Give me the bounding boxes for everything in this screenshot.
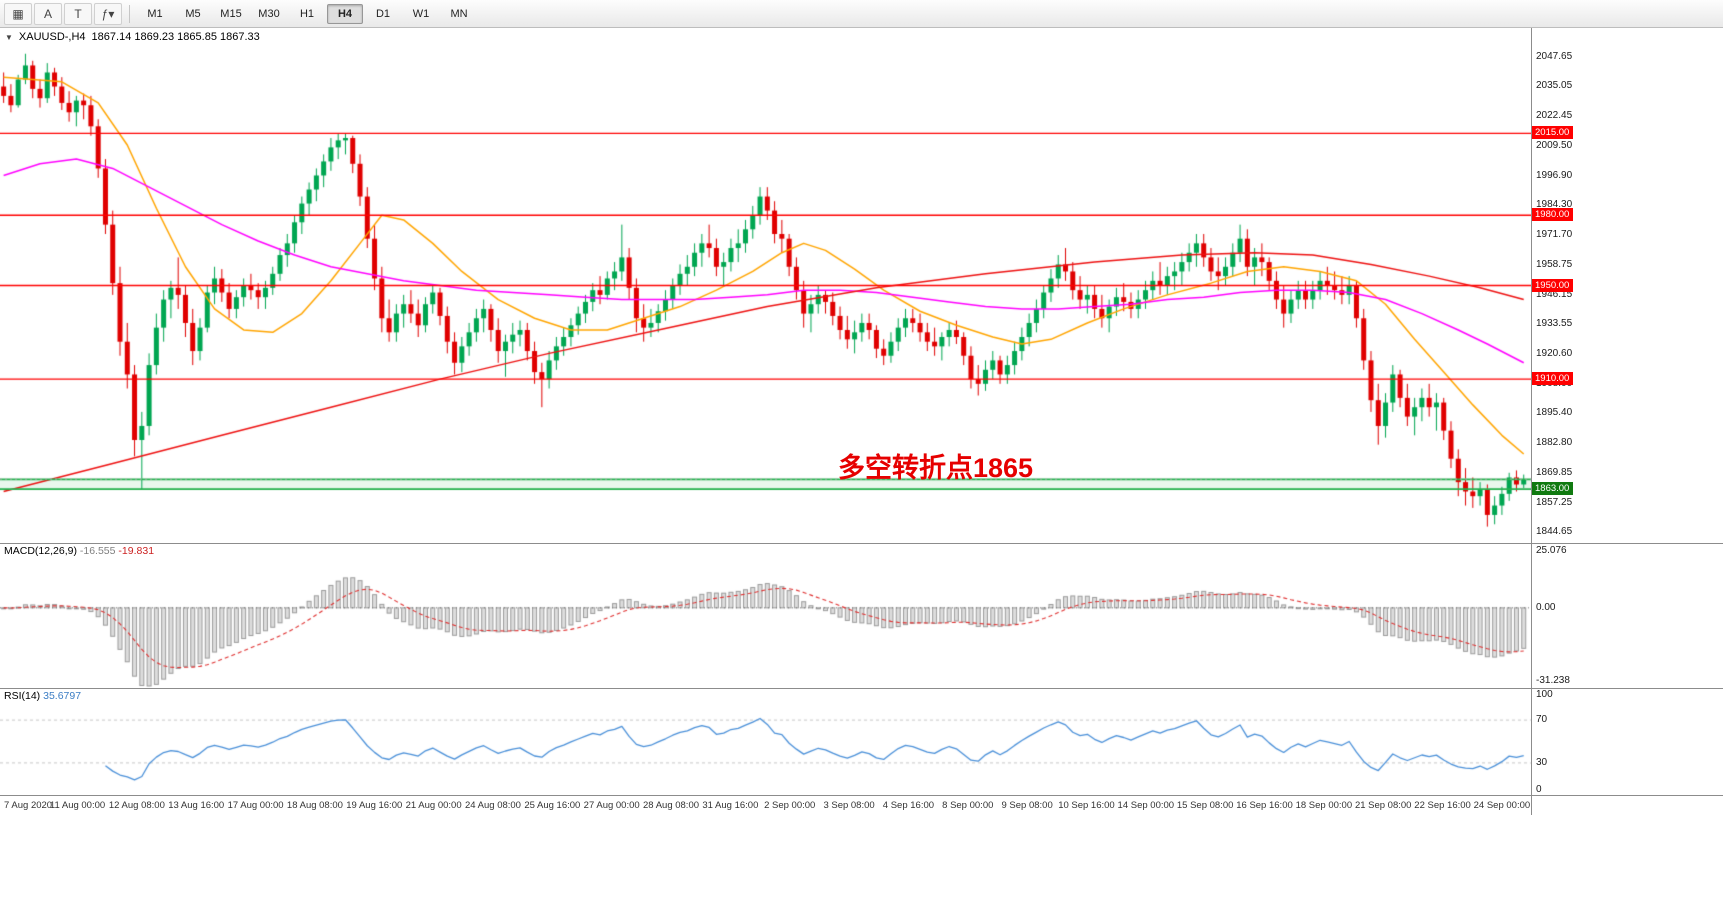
macd-label: MACD(12,26,9) -16.555 -19.831	[4, 545, 154, 557]
time-tick-label: 13 Aug 16:00	[168, 800, 225, 811]
rsi-axis-label: 0	[1536, 784, 1542, 795]
price-tick-label: 1984.30	[1536, 199, 1573, 211]
macd-main-value: -16.555	[79, 545, 116, 557]
timeframe-button-h1[interactable]: H1	[299, 7, 315, 20]
price-line-tag: 2015.00	[1532, 126, 1574, 140]
timeframe-button-mn[interactable]: MN	[450, 7, 468, 20]
price-line-tag: 1950.00	[1532, 278, 1574, 292]
pane-separator[interactable]	[0, 688, 1723, 689]
chart-window: ▼ XAUUSD-,H4 1867.14 1869.23 1865.85 186…	[0, 28, 1723, 898]
rsi-axis-label: 100	[1536, 689, 1553, 700]
timeframe-button-w1[interactable]: W1	[412, 7, 430, 20]
time-tick-label: 21 Aug 00:00	[405, 800, 462, 811]
price-tick-label: 1844.65	[1536, 526, 1573, 538]
rsi-axis-label: 70	[1536, 714, 1548, 726]
time-tick-label: 28 Aug 08:00	[643, 800, 700, 811]
time-tick-label: 15 Sep 08:00	[1176, 800, 1234, 811]
macd-axis-label: 25.076	[1536, 545, 1567, 556]
price-tick-label: 2047.65	[1536, 50, 1573, 62]
price-line-tag: 1910.00	[1532, 372, 1574, 386]
cursor-tool-icon[interactable]: A	[34, 2, 62, 25]
timeframe-button-m15[interactable]: M15	[220, 7, 242, 20]
price-tick-label: 1869.85	[1536, 467, 1573, 479]
time-tick-label: 7 Aug 2020	[4, 800, 53, 811]
price-tick-label: 1857.25	[1536, 496, 1573, 508]
timeframe-button-d1[interactable]: D1	[375, 7, 391, 20]
price-tick-label: 1920.60	[1536, 348, 1573, 360]
time-tick-label: 3 Sep 08:00	[823, 800, 875, 811]
timeframe-button-m1[interactable]: M1	[147, 7, 163, 20]
time-tick-label: 8 Sep 00:00	[942, 800, 994, 811]
timeframe-button-m30[interactable]: M30	[258, 7, 280, 20]
time-tick-label: 14 Sep 00:00	[1117, 800, 1175, 811]
macd-pane: MACD(12,26,9) -16.555 -19.831	[0, 543, 1531, 688]
price-tick-label: 1933.55	[1536, 318, 1573, 329]
zone-price-tag: 1863.00	[1532, 482, 1574, 496]
macd-canvas[interactable]	[0, 543, 1531, 688]
rsi-label: RSI(14) 35.6797	[4, 690, 81, 702]
time-tick-label: 25 Aug 16:00	[524, 800, 581, 811]
price-tick-label: 1996.90	[1536, 169, 1573, 181]
price-tick-label: 1882.80	[1536, 436, 1573, 448]
chart-window-icon[interactable]: ▦	[4, 2, 32, 25]
rsi-axis-label: 30	[1536, 756, 1548, 768]
time-tick-label: 22 Sep 16:00	[1414, 800, 1471, 811]
time-tick-label: 24 Sep 00:00	[1473, 800, 1531, 811]
price-line-tag: 1980.00	[1532, 208, 1574, 222]
timeframe-button-h4[interactable]: H4	[327, 3, 363, 24]
time-tick-label: 19 Aug 16:00	[346, 800, 403, 811]
time-tick-label: 10 Sep 16:00	[1058, 800, 1115, 811]
pane-separator[interactable]	[0, 795, 1723, 796]
price-tick-label: 1895.40	[1536, 407, 1573, 419]
price-axis[interactable]: 2047.65 2035.05 2022.45 2009.50 1996.90 1984.…	[1531, 28, 1723, 815]
time-axis[interactable]: 7 Aug 2020 11 Aug 00:00 12 Aug 08:00 13 Aug…	[0, 795, 1531, 817]
toolbar-separator	[129, 4, 130, 23]
collapse-triangle-icon[interactable]: ▼	[5, 32, 13, 42]
time-tick-label: 27 Aug 00:00	[583, 800, 640, 811]
text-label-icon[interactable]: T	[64, 2, 92, 25]
annotation-text[interactable]: 多空转折点1865	[838, 453, 1034, 483]
time-tick-label: 9 Sep 08:00	[1001, 800, 1053, 811]
rsi-name: RSI(14)	[4, 690, 41, 702]
price-tick-label: 2022.45	[1536, 109, 1573, 121]
price-tick-label: 1958.75	[1536, 259, 1573, 271]
price-tick-label: 1946.15	[1536, 288, 1573, 300]
time-tick-label: 21 Sep 08:00	[1354, 800, 1412, 811]
price-chart-canvas[interactable]	[0, 28, 1531, 543]
price-pane: ▼ XAUUSD-,H4 1867.14 1869.23 1865.85 186…	[0, 28, 1531, 543]
rsi-pane: RSI(14) 35.6797	[0, 688, 1531, 795]
symbol-timeframe-label: XAUUSD-,H4	[18, 31, 86, 43]
timeframe-button-m5[interactable]: M5	[185, 7, 201, 20]
time-tick-label: 24 Aug 08:00	[464, 800, 521, 811]
pane-separator[interactable]	[0, 543, 1723, 544]
rsi-value: 35.6797	[43, 690, 82, 702]
time-tick-label: 31 Aug 16:00	[702, 800, 759, 811]
timeframe-button-group: M1 M5 M15 M30 H1 H4 D1 W1 MN	[137, 3, 477, 24]
time-tick-label: 18 Aug 08:00	[286, 800, 343, 811]
time-tick-label: 16 Sep 16:00	[1236, 800, 1293, 811]
time-tick-label: 18 Sep 00:00	[1295, 800, 1353, 811]
time-tick-label: 4 Sep 16:00	[882, 800, 935, 811]
time-tick-label: 2 Sep 00:00	[764, 800, 816, 811]
rsi-canvas[interactable]	[0, 688, 1531, 795]
price-tick-label: 2009.50	[1536, 140, 1573, 152]
time-tick-label: 11 Aug 00:00	[49, 800, 106, 811]
price-tick-label: 1971.70	[1536, 228, 1573, 240]
macd-signal-value: -19.831	[118, 545, 155, 557]
price-tick-label: 2035.05	[1536, 80, 1573, 92]
time-tick-label: 17 Aug 00:00	[227, 800, 284, 811]
macd-axis-label: -31.238	[1536, 675, 1570, 687]
time-tick-label: 12 Aug 08:00	[108, 800, 165, 811]
ohlc-values: 1867.14 1869.23 1865.85 1867.33	[91, 31, 260, 43]
macd-name: MACD(12,26,9)	[4, 545, 77, 557]
symbol-title: ▼ XAUUSD-,H4 1867.14 1869.23 1865.85 186…	[5, 31, 260, 43]
macd-axis-label: 0.00	[1536, 601, 1556, 613]
indicators-dropdown-icon[interactable]: ƒ▾	[94, 2, 122, 25]
